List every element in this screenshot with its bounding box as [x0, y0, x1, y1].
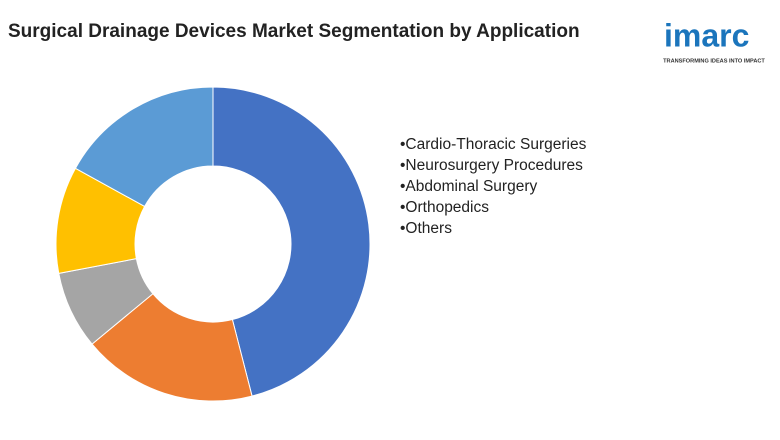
legend-label: •Others [400, 220, 452, 237]
legend-label: •Cardio-Thoracic Surgeries [400, 136, 587, 153]
slice [91, 293, 253, 402]
legend-label: •Orthopedics [400, 199, 489, 216]
legend-label: •Abdominal Surgery [400, 178, 537, 195]
slice [212, 86, 371, 397]
logo-name: imarc [664, 17, 749, 53]
logo: imarc TRANSFORMING IDEAS INTO IMPACT [663, 17, 765, 64]
legend-label: •Neurosurgery Procedures [400, 157, 583, 174]
chart-title: Surgical Drainage Devices Market Segment… [8, 21, 580, 42]
slice [74, 86, 214, 208]
logo-tagline: TRANSFORMING IDEAS INTO IMPACT [663, 58, 765, 64]
